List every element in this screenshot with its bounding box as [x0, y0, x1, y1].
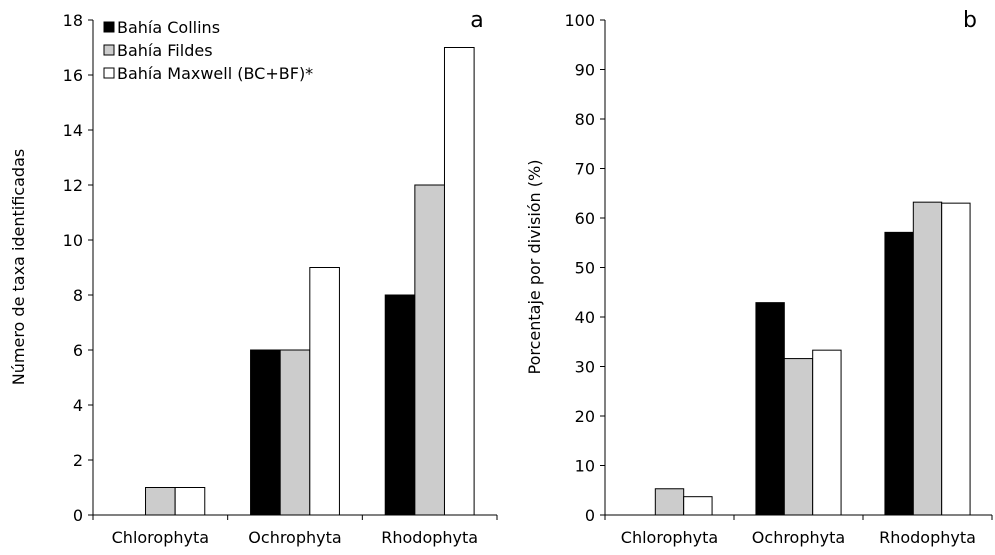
legend-label: Bahía Maxwell (BC+BF)* [117, 64, 313, 83]
x-category-label: Rhodophyta [381, 528, 478, 547]
y-tick-label: 2 [73, 451, 83, 470]
y-tick-label: 100 [564, 11, 595, 30]
y-tick-label: 50 [575, 259, 595, 278]
y-tick-label: 18 [63, 11, 83, 30]
bar-chlorophyta-series-2 [683, 496, 713, 516]
x-category-label: Chlorophyta [112, 528, 209, 547]
y-tick-label: 12 [63, 176, 83, 195]
bar-rhodophyta-series-2 [443, 47, 475, 516]
y-tick-label: 8 [73, 286, 83, 305]
y-tick-label: 40 [575, 308, 595, 327]
bar-rhodophyta-series-1 [414, 184, 445, 516]
bar-chlorophyta-series-1 [654, 488, 685, 516]
bar-rhodophyta-series-1 [912, 201, 943, 516]
y-tick-label: 70 [575, 160, 595, 179]
x-category-label: Ochrophyta [248, 528, 341, 547]
legend-label: Bahía Fildes [117, 41, 213, 60]
y-axis-title: Porcentaje por división (%) [525, 160, 544, 375]
legend-swatch [103, 67, 115, 79]
x-category-label: Ochrophyta [752, 528, 845, 547]
y-tick-label: 10 [575, 457, 595, 476]
y-tick-label: 80 [575, 110, 595, 129]
y-tick-label: 6 [73, 341, 83, 360]
bar-ochrophyta-series-2 [812, 349, 842, 516]
bar-ochrophyta-series-2 [309, 267, 340, 516]
bar-ochrophyta-series-0 [755, 302, 785, 516]
chart-panel-b: 0 10 20 30 40 50 60 70 80 90 100 Porcentaje por div… [525, 8, 993, 547]
bar-rhodophyta-series-0 [384, 294, 416, 516]
bar-ochrophyta-series-0 [250, 349, 281, 516]
bar-ochrophyta-series-1 [783, 358, 814, 516]
y-tick-label: 10 [63, 231, 83, 250]
y-tick-label: 20 [575, 407, 595, 426]
panel-label: a [470, 8, 483, 33]
x-category-label: Rhodophyta [879, 528, 976, 547]
legend-label: Bahía Collins [117, 18, 220, 37]
y-tick-label: 60 [575, 209, 595, 228]
x-category-label: Chlorophyta [621, 528, 718, 547]
y-tick-label: 0 [585, 506, 595, 525]
panel-label: b [963, 8, 977, 33]
y-tick-label: 90 [575, 61, 595, 80]
y-axis-title: Número de taxa identificadas [9, 149, 28, 385]
bar-chlorophyta-series-1 [145, 487, 176, 516]
y-tick-label: 16 [63, 66, 83, 85]
chart-panel-a: 0 2 4 6 8 10 12 14 16 18 Número de taxa identifica… [9, 8, 498, 547]
bar-rhodophyta-series-0 [884, 231, 914, 516]
bar-rhodophyta-series-2 [941, 202, 971, 516]
legend: Bahía Collins Bahía Fildes Bahía Maxwell (… [103, 18, 313, 83]
y-tick-label: 30 [575, 358, 595, 377]
bar-chlorophyta-series-2 [174, 487, 206, 516]
y-tick-label: 4 [73, 396, 83, 415]
legend-swatch [103, 44, 115, 56]
bar-ochrophyta-series-1 [279, 349, 311, 516]
y-tick-label: 14 [63, 121, 83, 140]
y-tick-label: 0 [73, 506, 83, 525]
legend-swatch [103, 21, 115, 33]
